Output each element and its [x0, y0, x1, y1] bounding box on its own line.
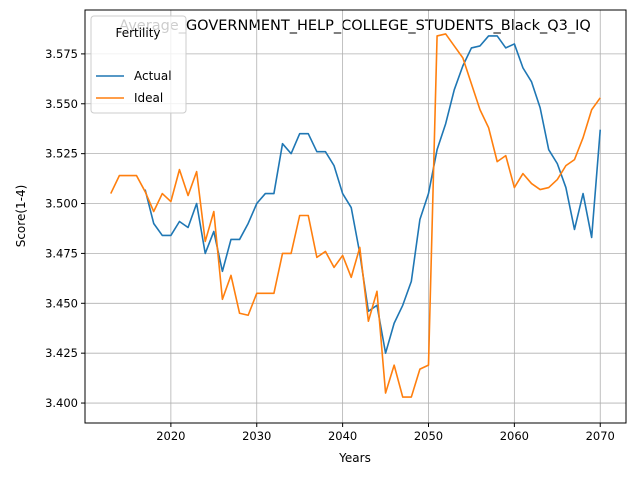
series-lines	[110, 33, 602, 398]
y-axis-label: Score(1-4)	[14, 185, 28, 248]
x-tick-label: 2050	[414, 429, 443, 443]
y-tick-label: 3.500	[45, 197, 78, 211]
x-axis-label: Years	[338, 451, 371, 465]
series-line-ideal	[110, 33, 601, 398]
y-tick-label: 3.425	[45, 346, 78, 360]
x-tick-label: 2070	[586, 429, 615, 443]
x-tick-label: 2040	[328, 429, 357, 443]
y-tick-label: 3.550	[45, 97, 78, 111]
y-tick-label: 3.475	[45, 246, 78, 260]
plot-frame	[84, 9, 627, 424]
legend-label-actual: Actual	[134, 69, 172, 83]
y-tick-label: 3.525	[45, 147, 78, 161]
y-tick-label: 3.400	[45, 396, 78, 410]
x-tick-label: 2060	[500, 429, 529, 443]
x-tick-label: 2020	[156, 429, 185, 443]
axis-ticks: 2020 2030 2040 2050 2060 2070 3.400 3.425 3.450 3…	[45, 47, 615, 443]
legend-title: Fertility	[115, 26, 160, 40]
legend: Fertility Actual Ideal	[90, 15, 187, 114]
y-tick-label: 3.450	[45, 296, 78, 310]
legend-box	[90, 15, 187, 114]
legend-label-ideal: Ideal	[134, 91, 163, 105]
y-tick-label: 3.575	[45, 47, 78, 61]
x-tick-label: 2030	[242, 429, 271, 443]
grid-lines	[85, 10, 626, 423]
chart-title: Average_GOVERNMENT_HELP_COLLEGE_STUDENTS…	[119, 18, 591, 34]
